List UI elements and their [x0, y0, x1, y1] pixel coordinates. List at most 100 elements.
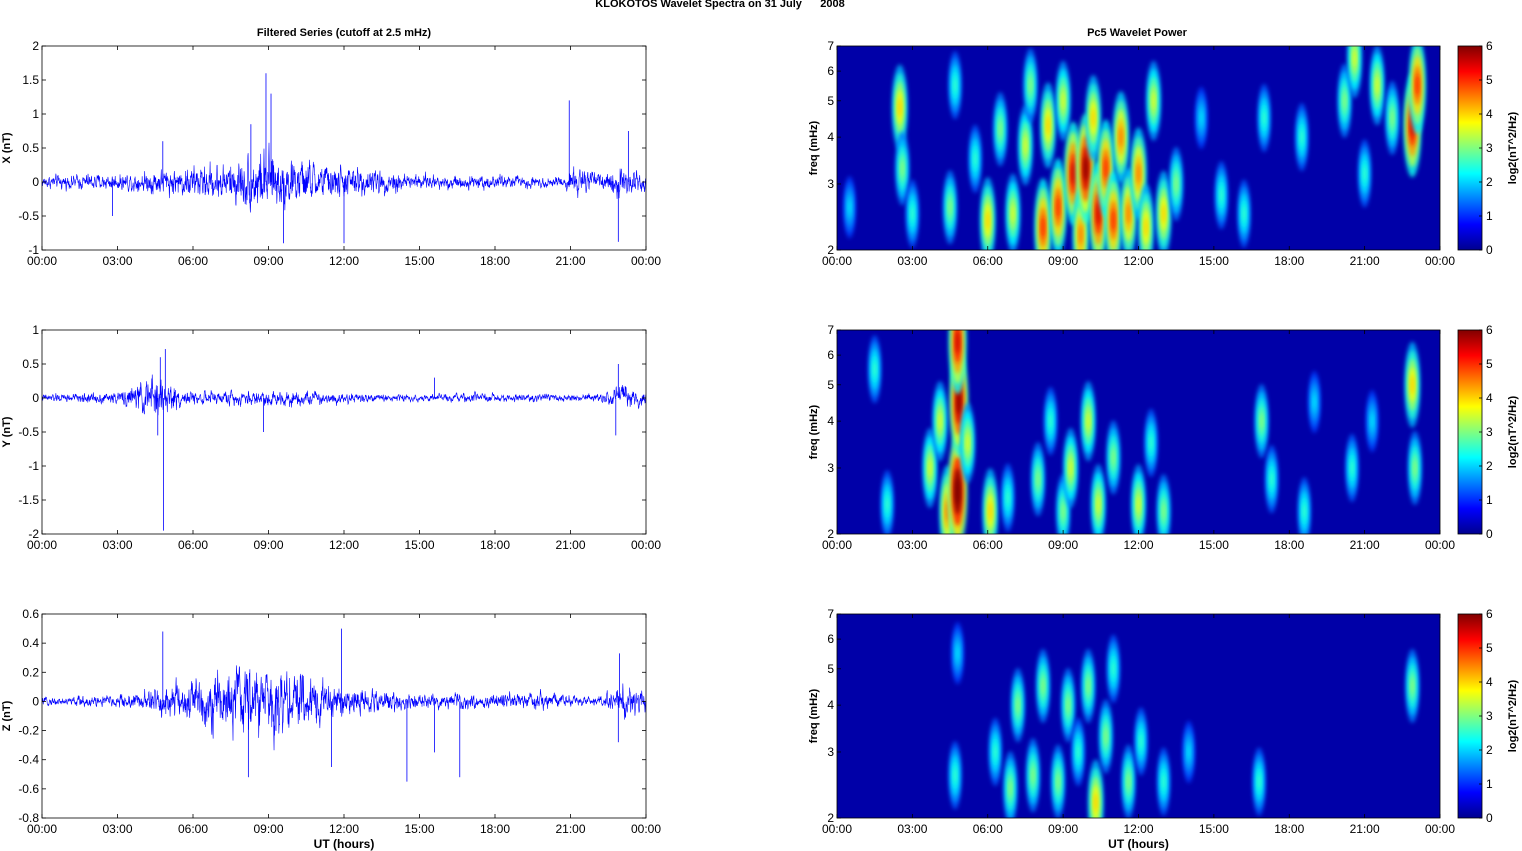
colorbar-tick-label: 1 [1486, 209, 1493, 223]
power-blob [1078, 224, 1083, 245]
y-tick-label: -0.4 [18, 753, 39, 767]
x-tick-label: 18:00 [480, 254, 510, 268]
x-axis-label: UT (hours) [314, 837, 375, 851]
power-blob [966, 434, 970, 452]
colorbar-tick-label: 6 [1486, 323, 1493, 337]
power-blob [1096, 495, 1100, 514]
y-axis-label: X (nT) [1, 132, 13, 163]
power-blob [1028, 77, 1033, 94]
y-tick-label: 7 [827, 323, 834, 337]
power-blob [1086, 412, 1090, 430]
colorbar-tick-label: 0 [1486, 243, 1493, 257]
x-tick-label: 12:00 [329, 822, 359, 836]
colorbar-tick-label: 2 [1486, 743, 1493, 757]
colorbar-tick-label: 5 [1486, 641, 1493, 655]
power-blob [1061, 503, 1065, 520]
power-blob [1056, 773, 1060, 790]
power-blob [1086, 677, 1090, 695]
x-tick-label: 03:00 [897, 538, 927, 552]
y-tick-label: 2 [827, 243, 834, 257]
power-blob [1023, 136, 1028, 155]
colorbar-tick-label: 3 [1486, 425, 1493, 439]
power-blob [1091, 108, 1095, 128]
x-tick-label: 15:00 [1199, 822, 1229, 836]
y-tick-label: -0.2 [18, 724, 39, 738]
power-blob [1313, 395, 1316, 409]
y-tick-label: -0.5 [18, 425, 39, 439]
power-blob [1415, 74, 1420, 97]
power-blob [1066, 696, 1070, 714]
colorbar-tick-label: 5 [1486, 357, 1493, 371]
power-blob [1069, 459, 1073, 477]
colorbar-tick-label: 1 [1486, 493, 1493, 507]
power-blob [1270, 471, 1274, 487]
power-blob [1350, 460, 1354, 476]
power-blob [1257, 774, 1261, 790]
y-tick-label: 6 [827, 64, 834, 78]
x-tick-label: 09:00 [253, 822, 283, 836]
x-tick-label: 00:00 [27, 254, 57, 268]
y-tick-label: -0.5 [18, 209, 39, 223]
power-blob [953, 77, 957, 93]
power-blob [1094, 793, 1098, 812]
colorbar-tick-label: 4 [1486, 675, 1493, 689]
x-tick-label: 06:00 [973, 538, 1003, 552]
colorbar-label: log2(nT^2/Hz) [1507, 395, 1519, 468]
colorbar-tick-label: 0 [1486, 811, 1493, 825]
colorbar-gradient [1457, 329, 1483, 535]
x-tick-label: 00:00 [27, 822, 57, 836]
power-blob [1144, 217, 1148, 237]
power-blob [1006, 490, 1010, 506]
power-blob [1041, 677, 1045, 695]
power-blob [1049, 413, 1053, 429]
y-tick-label: 0.5 [22, 357, 39, 371]
power-blob [1126, 203, 1131, 224]
power-blob [1162, 503, 1166, 520]
y-tick-label: -1 [28, 459, 39, 473]
colorbar-tick-label: 6 [1486, 607, 1493, 621]
y-tick-label: 1.5 [22, 73, 39, 87]
power-blob [955, 330, 960, 354]
power-blob [1071, 162, 1076, 185]
series-line [42, 374, 646, 416]
y-tick-label: 3 [827, 745, 834, 759]
colorbar-tick-label: 4 [1486, 391, 1493, 405]
colorbar-tick-label: 3 [1486, 709, 1493, 723]
power-blob [1149, 435, 1153, 451]
y-tick-label: 5 [827, 378, 834, 392]
y-tick-label: 1 [32, 323, 39, 337]
wavelet-power-x: 2 3 4 5 6 7 freq (mHz) 00:00 03:00 06:00 09:00 12:0… [808, 39, 1519, 268]
power-blob [1260, 412, 1264, 430]
x-tick-label: 09:00 [253, 538, 283, 552]
x-tick-label: 12:00 [329, 538, 359, 552]
plot-area [42, 614, 646, 818]
power-blob [1096, 202, 1101, 226]
colorbar-tick-label: 5 [1486, 73, 1493, 87]
colorbar-gradient [1457, 45, 1483, 251]
power-blob [1061, 91, 1065, 110]
figure-title: KLOKOTOS Wavelet Spectra on 31 July 2008 [595, 0, 845, 10]
power-blob [1199, 111, 1203, 125]
power-blob [1076, 744, 1080, 760]
x-tick-label: 09:00 [253, 254, 283, 268]
power-blob [1056, 196, 1060, 219]
x-tick-label: 09:00 [1048, 254, 1078, 268]
time-series-x: -1 -0.5 0 0.5 1 1.5 2 X (nT) 00:00 03:00 06:00 09:0… [1, 39, 661, 268]
colorbar-tick-label: 4 [1486, 107, 1493, 121]
x-tick-label: 18:00 [480, 538, 510, 552]
x-tick-label: 00:00 [822, 822, 852, 836]
x-tick-label: 21:00 [1350, 822, 1380, 836]
x-tick-label: 03:00 [102, 538, 132, 552]
power-blob [1104, 728, 1108, 745]
x-tick-label: 21:00 [555, 254, 585, 268]
colorbar-tick-label: 1 [1486, 777, 1493, 791]
power-blob [1139, 733, 1143, 749]
power-blob [1375, 76, 1379, 95]
power-blob [1111, 209, 1116, 232]
y-tick-label: 2 [827, 811, 834, 825]
power-blob [993, 744, 997, 760]
heatmap-blobs [948, 622, 1420, 818]
y-tick-label: 0.2 [22, 665, 39, 679]
